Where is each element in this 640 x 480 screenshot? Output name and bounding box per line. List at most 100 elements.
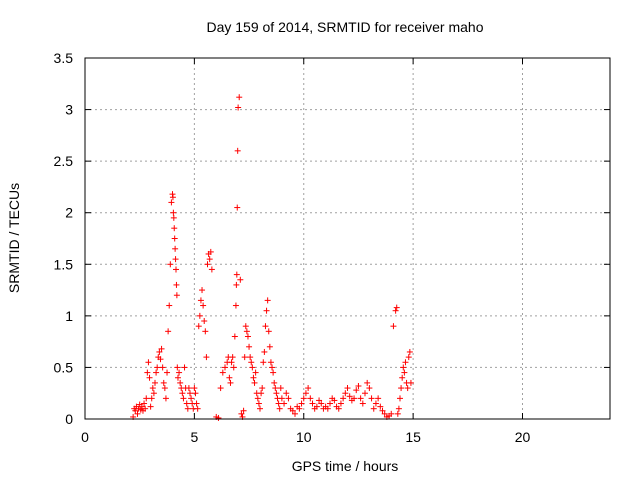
data-point <box>263 307 270 314</box>
data-point <box>243 328 250 335</box>
data-point <box>179 390 186 397</box>
data-point <box>180 395 187 402</box>
data-points <box>130 94 414 421</box>
y-tick-label: 3.5 <box>54 50 74 66</box>
data-point <box>337 400 344 407</box>
data-point <box>283 390 290 397</box>
data-point <box>258 390 265 397</box>
data-point <box>402 359 409 366</box>
data-point <box>379 407 386 414</box>
data-point <box>232 302 239 309</box>
data-point <box>399 374 406 381</box>
data-point <box>227 379 234 386</box>
data-point <box>217 385 224 392</box>
plot-frame <box>84 57 611 420</box>
data-point <box>132 407 139 414</box>
data-point <box>401 369 408 376</box>
data-point <box>162 395 169 402</box>
data-point <box>152 379 158 386</box>
data-point <box>359 400 366 407</box>
data-point <box>398 385 405 392</box>
data-point <box>159 364 166 371</box>
data-point <box>172 256 179 263</box>
data-point <box>278 395 285 402</box>
data-point <box>192 390 199 397</box>
data-point <box>368 395 375 402</box>
data-point <box>327 400 333 407</box>
data-point <box>364 379 371 386</box>
data-point <box>309 400 316 407</box>
data-point <box>134 410 141 417</box>
data-point <box>335 405 342 412</box>
data-point <box>208 266 215 273</box>
data-point <box>157 356 164 363</box>
data-point <box>405 354 412 361</box>
data-point <box>248 359 255 366</box>
data-point <box>219 369 226 376</box>
data-point <box>388 410 395 417</box>
data-point <box>234 204 241 211</box>
data-point <box>165 328 172 335</box>
data-point <box>183 400 190 407</box>
data-point <box>331 397 338 404</box>
data-point <box>233 281 240 288</box>
data-point <box>244 333 251 340</box>
data-point <box>146 374 153 381</box>
data-point <box>226 374 233 381</box>
data-point <box>138 403 145 410</box>
data-point <box>195 323 202 330</box>
data-point <box>164 369 171 376</box>
y-tick-label: 2 <box>65 205 73 221</box>
data-point <box>173 292 180 299</box>
data-point <box>392 307 399 314</box>
data-point <box>270 369 277 376</box>
data-point <box>247 354 254 361</box>
data-point <box>191 385 198 392</box>
data-point <box>273 390 280 397</box>
data-point <box>407 379 414 386</box>
data-point <box>362 390 368 397</box>
data-point <box>229 354 236 361</box>
data-point <box>181 364 188 371</box>
data-point <box>156 348 163 355</box>
data-point <box>353 387 360 394</box>
data-point <box>249 364 256 371</box>
data-point <box>267 359 274 366</box>
data-point <box>170 209 177 216</box>
x-tick-label: 20 <box>515 429 531 445</box>
data-point <box>228 359 235 366</box>
data-point <box>174 364 181 371</box>
data-point <box>240 407 247 414</box>
data-point <box>147 403 154 410</box>
data-point <box>324 405 331 412</box>
data-point <box>206 256 213 263</box>
data-point <box>277 385 284 392</box>
data-point <box>148 395 155 402</box>
data-point <box>285 395 292 402</box>
y-tick-label: 1.5 <box>54 256 74 272</box>
data-point <box>261 348 268 355</box>
data-point <box>292 410 298 417</box>
y-tick-label: 3 <box>65 102 73 118</box>
data-point <box>236 94 243 101</box>
data-point <box>233 271 240 278</box>
data-point <box>241 354 248 361</box>
data-point <box>142 405 149 412</box>
data-point <box>204 261 211 268</box>
data-point <box>170 214 177 221</box>
data-point <box>203 354 210 361</box>
data-point <box>197 297 204 304</box>
data-point <box>144 369 151 376</box>
data-point <box>316 397 323 404</box>
data-point <box>250 374 257 381</box>
data-point <box>393 304 400 311</box>
data-point <box>254 395 261 402</box>
data-point <box>143 395 150 402</box>
data-point <box>238 410 245 417</box>
data-point <box>196 312 203 319</box>
data-point <box>230 364 237 371</box>
data-point <box>185 385 192 392</box>
data-point <box>298 400 305 407</box>
data-point <box>395 405 402 412</box>
data-point <box>302 390 309 397</box>
